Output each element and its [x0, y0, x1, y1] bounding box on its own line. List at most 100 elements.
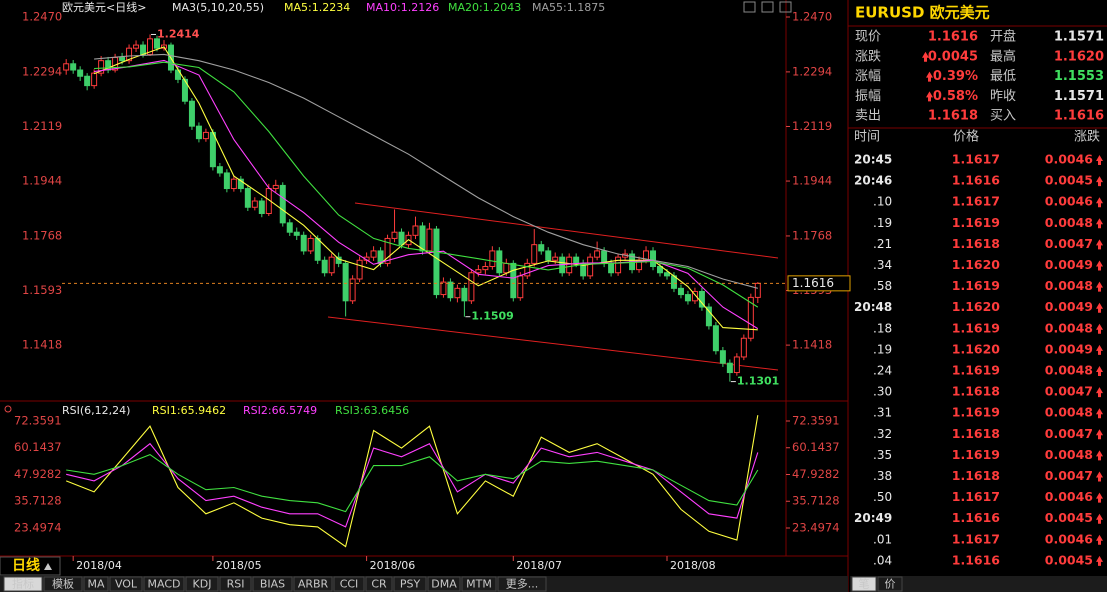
- tick-header: 时间: [854, 130, 880, 145]
- toolbar-tab[interactable]: [43, 576, 83, 592]
- legend-entry: MA20:1.2043: [448, 1, 521, 14]
- trade-tab-label[interactable]: 价: [885, 578, 896, 591]
- up-arrow: [1096, 218, 1103, 229]
- tick-change: 0.0049: [1045, 257, 1093, 272]
- quote-value: 0.0045: [928, 49, 978, 64]
- toolbar-tab[interactable]: [365, 576, 393, 592]
- quote-value: 1.1571: [1054, 30, 1104, 45]
- window-icon[interactable]: [761, 1, 774, 13]
- toolbar-tab-label[interactable]: PSY: [400, 578, 421, 591]
- toolbar-tab-label[interactable]: CR: [371, 578, 387, 591]
- quote-value: 1.1616: [1054, 109, 1104, 124]
- tick-price: 1.1619: [952, 447, 1000, 462]
- window-icon[interactable]: [779, 1, 792, 13]
- quote-label: 振幅: [855, 89, 881, 104]
- toolbar-tab-label[interactable]: VOL: [115, 578, 138, 591]
- candle-body: [384, 237, 391, 264]
- y-tick-label: 72.3591: [792, 413, 840, 427]
- quote-label: 买入: [990, 109, 1016, 124]
- trade-tab[interactable]: [851, 576, 877, 592]
- candle-body: [321, 259, 328, 274]
- candle-body: [552, 256, 559, 261]
- tick-price: 1.1620: [952, 341, 1001, 356]
- toolbar-tab[interactable]: [83, 576, 109, 592]
- quote-label: 最高: [990, 48, 1016, 64]
- tick-header: 价格: [953, 129, 979, 145]
- tick-price: 1.1617: [952, 152, 1000, 167]
- period-label[interactable]: 日线: [12, 557, 40, 574]
- toolbar-tab[interactable]: [333, 576, 365, 592]
- y-tick-label: 23.4974: [14, 521, 62, 535]
- toolbar-tab-label[interactable]: BIAS: [260, 578, 285, 591]
- toolbar-tab[interactable]: [3, 576, 43, 592]
- toolbar-tab[interactable]: [497, 576, 547, 592]
- tick-change: 0.0048: [1045, 278, 1093, 293]
- toolbar-tab-label[interactable]: KDJ: [193, 578, 212, 591]
- toolbar-tab[interactable]: [185, 576, 219, 592]
- candle-body: [307, 237, 314, 252]
- chart-title: RSI(6,12,24): [62, 404, 130, 417]
- tick-change: 0.0047: [1045, 426, 1093, 441]
- toolbar-tab-label[interactable]: 更多...: [506, 577, 539, 591]
- candle-body: [258, 200, 265, 214]
- legend-entry: RSI1:65.9462: [152, 404, 226, 417]
- candle-body: [447, 281, 454, 299]
- y-tick-label: 1.1944: [22, 174, 62, 188]
- tick-price: 1.1617: [952, 531, 1000, 546]
- toolbar-tab[interactable]: [219, 576, 252, 592]
- x-tick-label: 2018/05: [216, 559, 262, 572]
- tick-change: 0.0049: [1045, 341, 1093, 356]
- tick-change: 0.0048: [1045, 447, 1093, 462]
- y-tick-label: 35.7128: [792, 494, 840, 508]
- annotation-label: 1.1301: [737, 375, 779, 388]
- toolbar-tab-label[interactable]: MA: [87, 578, 104, 591]
- toolbar-tab-label[interactable]: MTM: [466, 578, 492, 591]
- candle-body: [573, 256, 580, 264]
- tick-time: .30: [873, 385, 892, 399]
- up-arrow: [1096, 366, 1103, 376]
- toolbar-tab[interactable]: [393, 576, 427, 592]
- window-icon[interactable]: [743, 1, 756, 13]
- toolbar-tab-label[interactable]: MACD: [148, 578, 181, 591]
- candle-body: [286, 222, 293, 233]
- candle-body: [440, 281, 447, 296]
- toolbar-tab-label[interactable]: RSI: [227, 578, 245, 591]
- candle-body: [293, 231, 300, 236]
- toolbar-tab-label[interactable]: ARBR: [298, 578, 329, 591]
- x-tick-label: 2018/04: [76, 559, 122, 572]
- trade-tab[interactable]: [877, 576, 903, 592]
- y-tick-label: 1.2470: [792, 10, 832, 24]
- toolbar-tab-label[interactable]: DMA: [431, 578, 457, 591]
- toolbar-tab-label[interactable]: CCI: [340, 578, 359, 591]
- tick-time: 20:45: [854, 153, 892, 167]
- last-price-label: 1.1616: [792, 276, 834, 290]
- candle-body: [154, 38, 161, 49]
- legend-entry: MA5:1.2234: [284, 1, 350, 14]
- candle-body: [426, 228, 433, 252]
- toolbar-tab-label[interactable]: 模板: [52, 577, 74, 591]
- candle-body: [657, 266, 664, 274]
- candle-body: [63, 63, 70, 71]
- period-arrow[interactable]: [44, 563, 52, 570]
- rsi-icon[interactable]: [4, 405, 12, 413]
- tick-time: .31: [873, 406, 892, 420]
- toolbar-tab[interactable]: [293, 576, 333, 592]
- toolbar-tab-label[interactable]: 指标: [12, 577, 34, 591]
- trade-tab-label[interactable]: 笔: [859, 577, 870, 591]
- toolbar-tab[interactable]: [109, 576, 143, 592]
- legend-entry: RSI2:66.5749: [243, 404, 317, 417]
- period-box[interactable]: [0, 556, 61, 576]
- up-arrow: [1096, 534, 1103, 545]
- candle-body: [608, 262, 615, 274]
- up-arrow: [1096, 323, 1103, 334]
- candle-body: [230, 178, 237, 190]
- toolbar-tab[interactable]: [252, 576, 293, 592]
- candle-body: [754, 282, 761, 298]
- toolbar-tab[interactable]: [143, 576, 185, 592]
- quote-label: 昨收: [990, 89, 1016, 104]
- toolbar-tab[interactable]: [427, 576, 461, 592]
- quote-value: 1.1618: [928, 109, 978, 124]
- tick-price: 1.1618: [952, 236, 1000, 251]
- toolbar-tab[interactable]: [461, 576, 497, 592]
- candle-body: [300, 234, 307, 252]
